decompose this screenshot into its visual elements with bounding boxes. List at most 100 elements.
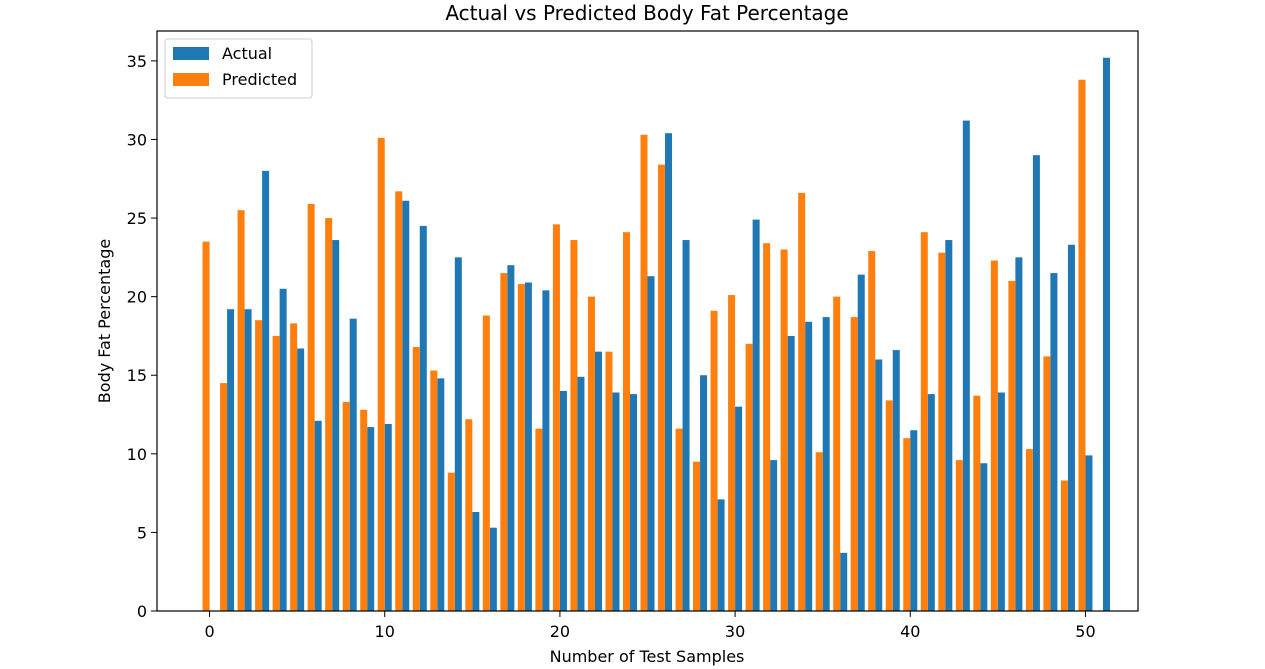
bar-predicted-21	[570, 240, 578, 612]
bar-actual-29	[717, 499, 725, 611]
bar-predicted-33	[780, 249, 788, 612]
bar-actual-32	[770, 460, 778, 611]
bar-actual-7	[332, 240, 340, 612]
bar-actual-17	[507, 265, 515, 611]
bar-actual-14	[454, 257, 462, 611]
bar-actual-27	[682, 240, 690, 612]
bar-actual-16	[489, 527, 497, 611]
bar-predicted-48	[1043, 356, 1051, 611]
bar-actual-10	[384, 423, 392, 611]
bar-actual-31	[752, 219, 760, 611]
bar-actual-19	[542, 290, 550, 611]
bar-predicted-2	[237, 210, 245, 611]
x-axis-label: Number of Test Samples	[550, 647, 745, 666]
bar-predicted-13	[430, 370, 438, 611]
bar-predicted-44	[973, 395, 981, 611]
bar-actual-21	[577, 376, 585, 611]
plot-area	[156, 30, 1139, 612]
bar-actual-39	[892, 350, 900, 611]
bar-predicted-28	[693, 461, 701, 611]
bar-actual-25	[647, 276, 655, 611]
y-tick-label-25: 25	[127, 209, 147, 228]
bar-predicted-10	[377, 137, 385, 611]
bar-actual-47	[1032, 155, 1040, 612]
bar-actual-28	[700, 375, 708, 611]
x-tick-label-20: 20	[550, 622, 570, 641]
bar-actual-36	[840, 552, 848, 611]
bar-predicted-15	[465, 419, 473, 611]
bar-predicted-37	[850, 317, 858, 611]
bar-predicted-24	[622, 232, 630, 611]
bar-predicted-14	[447, 472, 455, 611]
bar-actual-18	[524, 282, 532, 611]
bar-predicted-50	[1078, 79, 1086, 612]
bar-predicted-20	[552, 224, 560, 611]
bar-actual-49	[1067, 244, 1075, 611]
bar-predicted-5	[290, 323, 298, 611]
bar-actual-35	[822, 317, 830, 611]
x-tick-label-0: 0	[204, 622, 214, 641]
bar-predicted-12	[412, 346, 420, 611]
bar-actual-11	[402, 200, 410, 611]
bar-predicted-32	[763, 243, 771, 611]
y-axis-ticks: 0 5 10 15 20 25 30 35	[127, 52, 157, 621]
x-tick-label-10: 10	[375, 622, 395, 641]
bar-actual-45	[997, 392, 1005, 611]
bar-predicted-11	[395, 191, 403, 611]
bar-predicted-25	[640, 134, 648, 612]
bar-actual-40	[910, 430, 918, 611]
x-tick-label-30: 30	[725, 622, 745, 641]
y-tick-label-5: 5	[137, 523, 147, 542]
bar-predicted-3	[255, 320, 263, 611]
bar-predicted-23	[605, 351, 613, 611]
bar-predicted-22	[587, 296, 595, 611]
y-tick-label-15: 15	[127, 366, 147, 385]
bar-actual-22	[594, 351, 602, 611]
y-tick-label-10: 10	[127, 445, 147, 464]
bar-actual-42	[945, 240, 953, 612]
y-tick-label-35: 35	[127, 52, 147, 71]
bar-predicted-41	[920, 232, 928, 611]
bar-predicted-47	[1025, 449, 1033, 611]
bar-predicted-6	[307, 203, 315, 611]
y-tick-label-30: 30	[127, 130, 147, 149]
bar-actual-50	[1085, 455, 1093, 611]
x-tick-label-50: 50	[1075, 622, 1095, 641]
bar-predicted-29	[710, 310, 718, 611]
bar-predicted-16	[482, 315, 490, 611]
x-axis-ticks: 0 10 20 30 40 50	[204, 611, 1096, 641]
bar-actual-30	[735, 406, 743, 611]
bar-predicted-43	[955, 460, 963, 611]
legend-label-predicted: Predicted	[222, 70, 297, 89]
bar-actual-9	[367, 427, 375, 611]
bar-actual-46	[1015, 257, 1023, 611]
bar-predicted-8	[342, 401, 350, 611]
x-tick-label-40: 40	[900, 622, 920, 641]
bar-predicted-31	[745, 343, 753, 611]
bar-predicted-40	[903, 438, 911, 611]
legend: Actual Predicted	[164, 38, 313, 99]
bar-actual-23	[612, 392, 620, 611]
bar-predicted-34	[798, 192, 806, 611]
bar-predicted-49	[1060, 480, 1068, 611]
bar-predicted-0	[202, 241, 210, 611]
bar-predicted-46	[1008, 280, 1016, 611]
bar-actual-20	[559, 390, 567, 611]
axes-frame	[156, 30, 1139, 612]
bar-actual-5	[297, 348, 305, 611]
bar-actual-44	[980, 463, 988, 611]
bar-predicted-27	[675, 428, 683, 611]
legend-swatch-actual	[173, 47, 209, 60]
bar-actual-38	[875, 359, 883, 611]
bar-actual-8	[349, 318, 357, 611]
bar-predicted-38	[868, 251, 876, 612]
bar-actual-24	[629, 394, 637, 611]
bar-predicted-19	[535, 428, 543, 611]
bar-actual-41	[927, 394, 935, 611]
bar-actual-43	[962, 120, 970, 611]
bar-predicted-9	[360, 409, 368, 611]
bar-predicted-45	[990, 260, 998, 611]
legend-label-actual: Actual	[222, 44, 272, 63]
bars-layer	[202, 57, 1110, 612]
